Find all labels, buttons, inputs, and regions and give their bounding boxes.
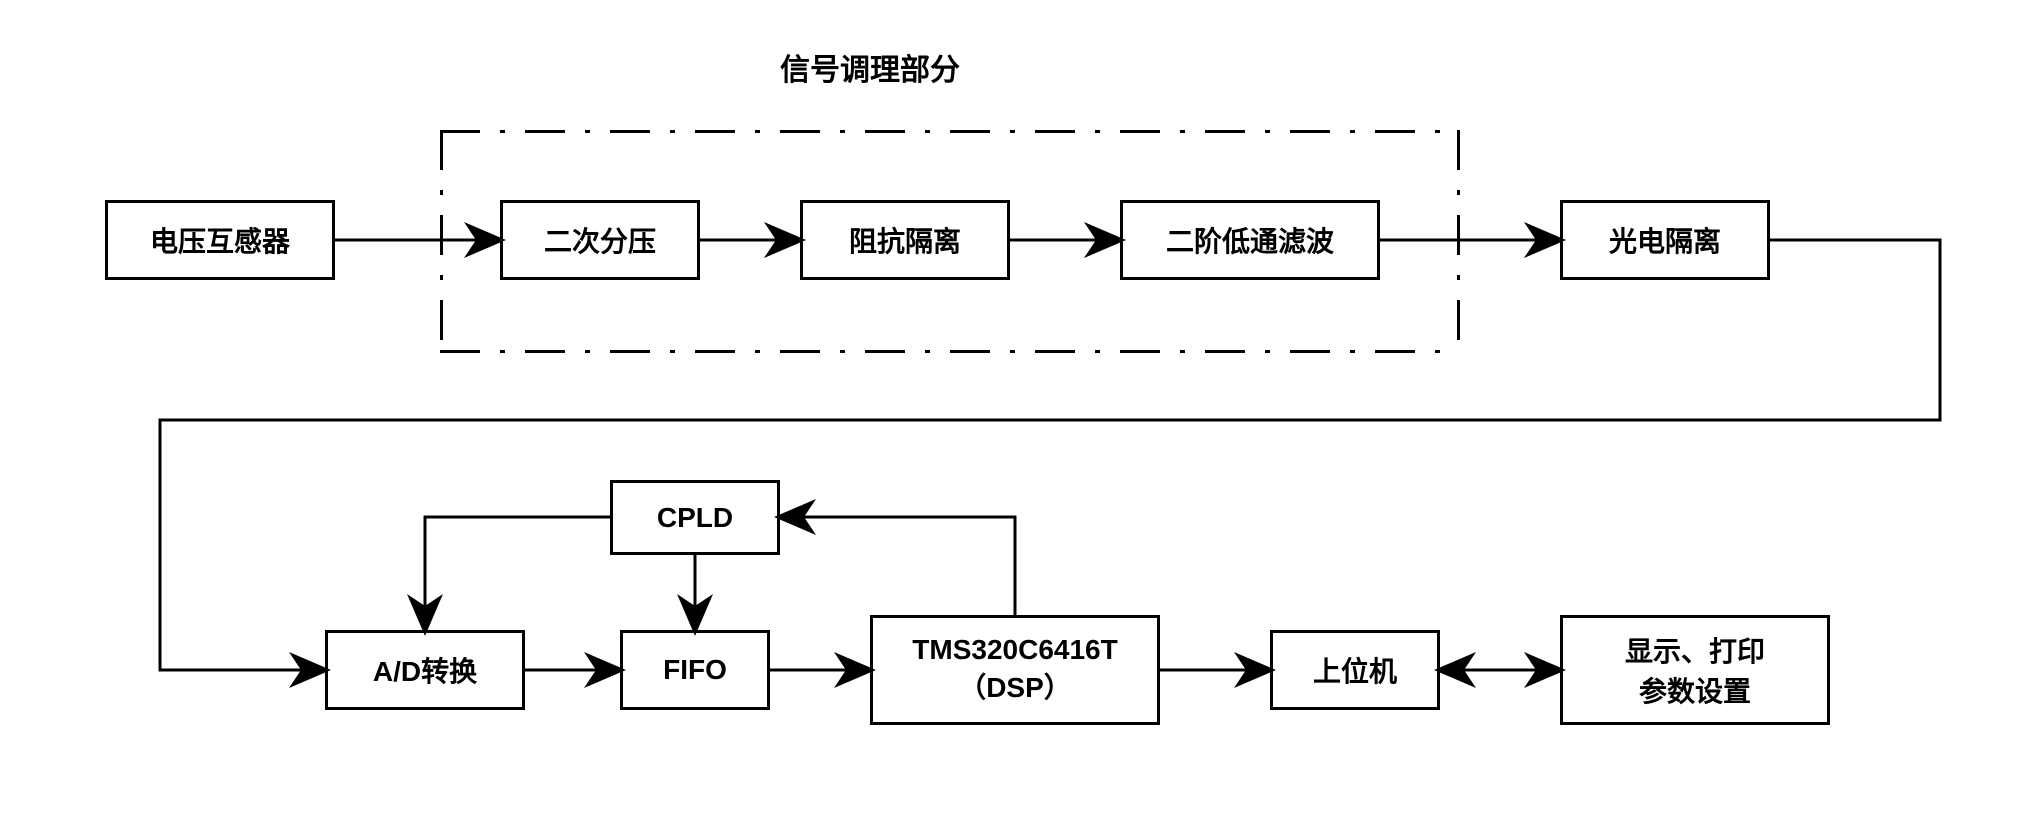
edge-n8-n11 [780,517,1015,615]
dashed-left [440,130,443,353]
node-label: TMS320C6416T （DSP） [912,634,1117,706]
node-label: A/D转换 [373,650,477,690]
node-ad-conversion: A/D转换 [325,630,525,710]
node-optical-isolation: 光电隔离 [1560,200,1770,280]
dashed-right [1457,130,1460,353]
node-voltage-transformer: 电压互感器 [105,200,335,280]
node-label: 电压互感器 [150,220,290,260]
node-lowpass-filter: 二阶低通滤波 [1120,200,1380,280]
node-fifo: FIFO [620,630,770,710]
node-host-pc: 上位机 [1270,630,1440,710]
node-dsp: TMS320C6416T （DSP） [870,615,1160,725]
node-label: FIFO [663,654,727,686]
node-label: CPLD [657,502,733,534]
node-secondary-divider: 二次分压 [500,200,700,280]
node-label: 二次分压 [544,220,656,260]
section-title: 信号调理部分 [780,45,960,89]
node-label: 二阶低通滤波 [1166,220,1334,260]
edge-n11-n6 [425,517,610,630]
node-label: 显示、打印 参数设置 [1625,630,1765,710]
node-label: 光电隔离 [1609,220,1721,260]
node-label: 阻抗隔离 [849,220,961,260]
node-label: 上位机 [1313,650,1397,690]
dashed-top [440,130,1460,133]
edge-n5-n6 [160,240,1940,670]
dashed-bottom [440,350,1460,353]
node-cpld: CPLD [610,480,780,555]
node-impedance-isolation: 阻抗隔离 [800,200,1010,280]
node-display-print: 显示、打印 参数设置 [1560,615,1830,725]
